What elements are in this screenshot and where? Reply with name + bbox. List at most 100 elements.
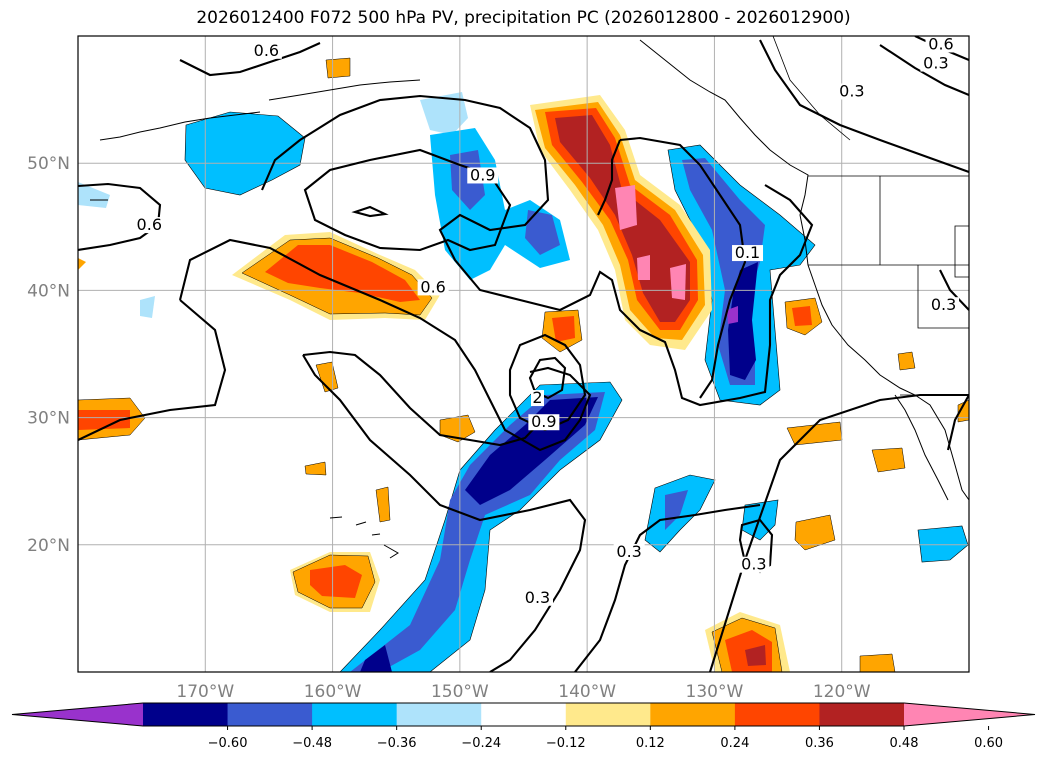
pos-area-top (325, 57, 351, 79)
colorbar-label-6: 0.24 (720, 736, 749, 751)
pv-contour-0.6-north (78, 182, 162, 252)
pv-contour-0.6-main (261, 94, 814, 407)
pv-label-bg-11 (925, 36, 957, 53)
pv-label-bg-6 (522, 589, 554, 606)
colorbar-label-0: −0.60 (208, 736, 248, 751)
pv-label-bg-5 (528, 414, 560, 431)
lon-label-2: 150°W (431, 682, 489, 702)
pos-area-e3 (871, 447, 906, 473)
latitude-labels: 20°N 30°N 40°N 50°N (27, 154, 70, 556)
pv-contour-0.6-west (78, 299, 227, 441)
lon-label-5: 120°W (813, 682, 871, 702)
colorbar-label-2: −0.36 (377, 736, 417, 751)
colorbar-label-1: −0.48 (292, 736, 332, 751)
neg-area-gulf (420, 92, 468, 135)
pv-contour-labels: 0.60.60.90.620.90.30.30.30.30.30.60.10.3 (133, 34, 960, 607)
pv-contours (78, 36, 969, 672)
colorbar-bin-0 (143, 703, 229, 726)
coast-baja (894, 394, 949, 501)
border-state-4 (954, 225, 969, 278)
pv-label-7: 0.3 (616, 542, 641, 561)
pv-label-2: 0.9 (470, 165, 495, 184)
pv-label-8: 0.3 (741, 555, 766, 574)
hawaii-2 (355, 521, 367, 526)
pv-label-4: 2 (532, 388, 542, 407)
neg-area-coast-4 (727, 306, 738, 324)
graticule (78, 36, 969, 672)
pv-label-bg-3 (417, 279, 449, 296)
pv-contour-0.6-loop (178, 238, 592, 452)
pv-label-bg-12 (732, 245, 764, 262)
neg-area-coast-3 (728, 262, 758, 380)
colorbar-extend-high (904, 703, 1035, 726)
pv-label-11: 0.6 (928, 34, 953, 53)
lat-label-0: 20°N (27, 536, 70, 556)
colorbar-bin-4 (481, 703, 567, 726)
pv-label-bg-2 (467, 167, 499, 184)
pos-area-south-3 (310, 565, 362, 598)
pos-area-small-4 (304, 461, 327, 476)
pos-area-center-1b (552, 316, 575, 342)
pv-label-bg-7 (613, 543, 645, 560)
pv-contour-1.2 (351, 205, 389, 218)
pos-area-sw-4 (745, 645, 766, 666)
pos-area-w (78, 258, 86, 270)
lat-label-2: 40°N (27, 281, 70, 301)
pv-contour-0.9-s (302, 350, 543, 447)
border-state-3 (917, 265, 969, 329)
neg-area-subtropical-3 (465, 397, 598, 505)
longitude-labels: 170°W 160°W 150°W 140°W 130°W 120°W (176, 682, 870, 702)
pv-contour-0.3-south (302, 354, 587, 672)
colorbar-label-5: 0.12 (636, 736, 665, 751)
map-title: 2026012400 F072 500 hPa PV, precipitatio… (196, 8, 851, 28)
lon-label-3: 140°W (558, 682, 616, 702)
pv-label-10: 0.3 (923, 54, 948, 73)
lat-label-1: 30°N (27, 409, 70, 429)
colorbar-bin-7 (734, 703, 820, 726)
pv-contour-0.3-ne (759, 39, 969, 173)
pv-contour-0.3-east (574, 503, 761, 672)
colorbar-label-9: 0.60 (974, 736, 1003, 751)
colorbar-bin-6 (650, 703, 736, 726)
pos-area-ridge-7 (670, 264, 686, 300)
pv-contour-0.3-ne2 (879, 44, 969, 96)
lon-label-1: 160°W (304, 682, 362, 702)
hawaii-4 (383, 544, 399, 559)
pv-contour-0.3-ring (619, 136, 747, 399)
pos-area-ridge-5 (615, 185, 637, 230)
colorbar-extend-low (12, 703, 143, 726)
pv-label-bg-1 (133, 217, 165, 234)
pv-label-12: 0.1 (735, 243, 760, 262)
pv-label-0: 0.6 (254, 41, 279, 60)
pv-label-bg-9 (836, 83, 868, 100)
colorbar-bin-2 (312, 703, 398, 726)
pos-area-center-2 (439, 414, 476, 443)
lat-label-3: 50°N (27, 154, 70, 174)
colorbar-bin-8 (819, 703, 905, 726)
pv-label-13: 0.3 (931, 295, 956, 314)
pv-label-bg-4 (531, 390, 545, 407)
pos-area-ridge-6 (637, 255, 650, 280)
pos-area-west-edge-2 (78, 410, 130, 430)
hawaii-1 (329, 516, 343, 519)
pv-label-bg-8 (738, 556, 770, 573)
pos-area-small-5 (375, 486, 391, 523)
lon-label-0: 170°W (176, 682, 234, 702)
pv-label-1: 0.6 (137, 215, 162, 234)
colorbar-label-8: 0.48 (890, 736, 919, 751)
pos-area-e6 (859, 653, 896, 672)
neg-area-east-2 (665, 490, 688, 530)
colorbar-label-4: −0.12 (546, 736, 586, 751)
pv-contour-0.6-ring2 (597, 139, 621, 216)
map-frame (77, 35, 970, 673)
colorbar-bin-5 (565, 703, 651, 726)
pv-contour-0.3-far-e (939, 269, 969, 311)
precip-shading (78, 57, 969, 672)
neg-area-small-2 (78, 182, 110, 208)
neg-area-small-1 (140, 296, 155, 318)
border-ak-canada (772, 36, 851, 141)
colorbar-bin-3 (396, 703, 482, 726)
pv-label-bg-10 (920, 55, 952, 72)
colorbar-label-3: −0.24 (461, 736, 501, 751)
